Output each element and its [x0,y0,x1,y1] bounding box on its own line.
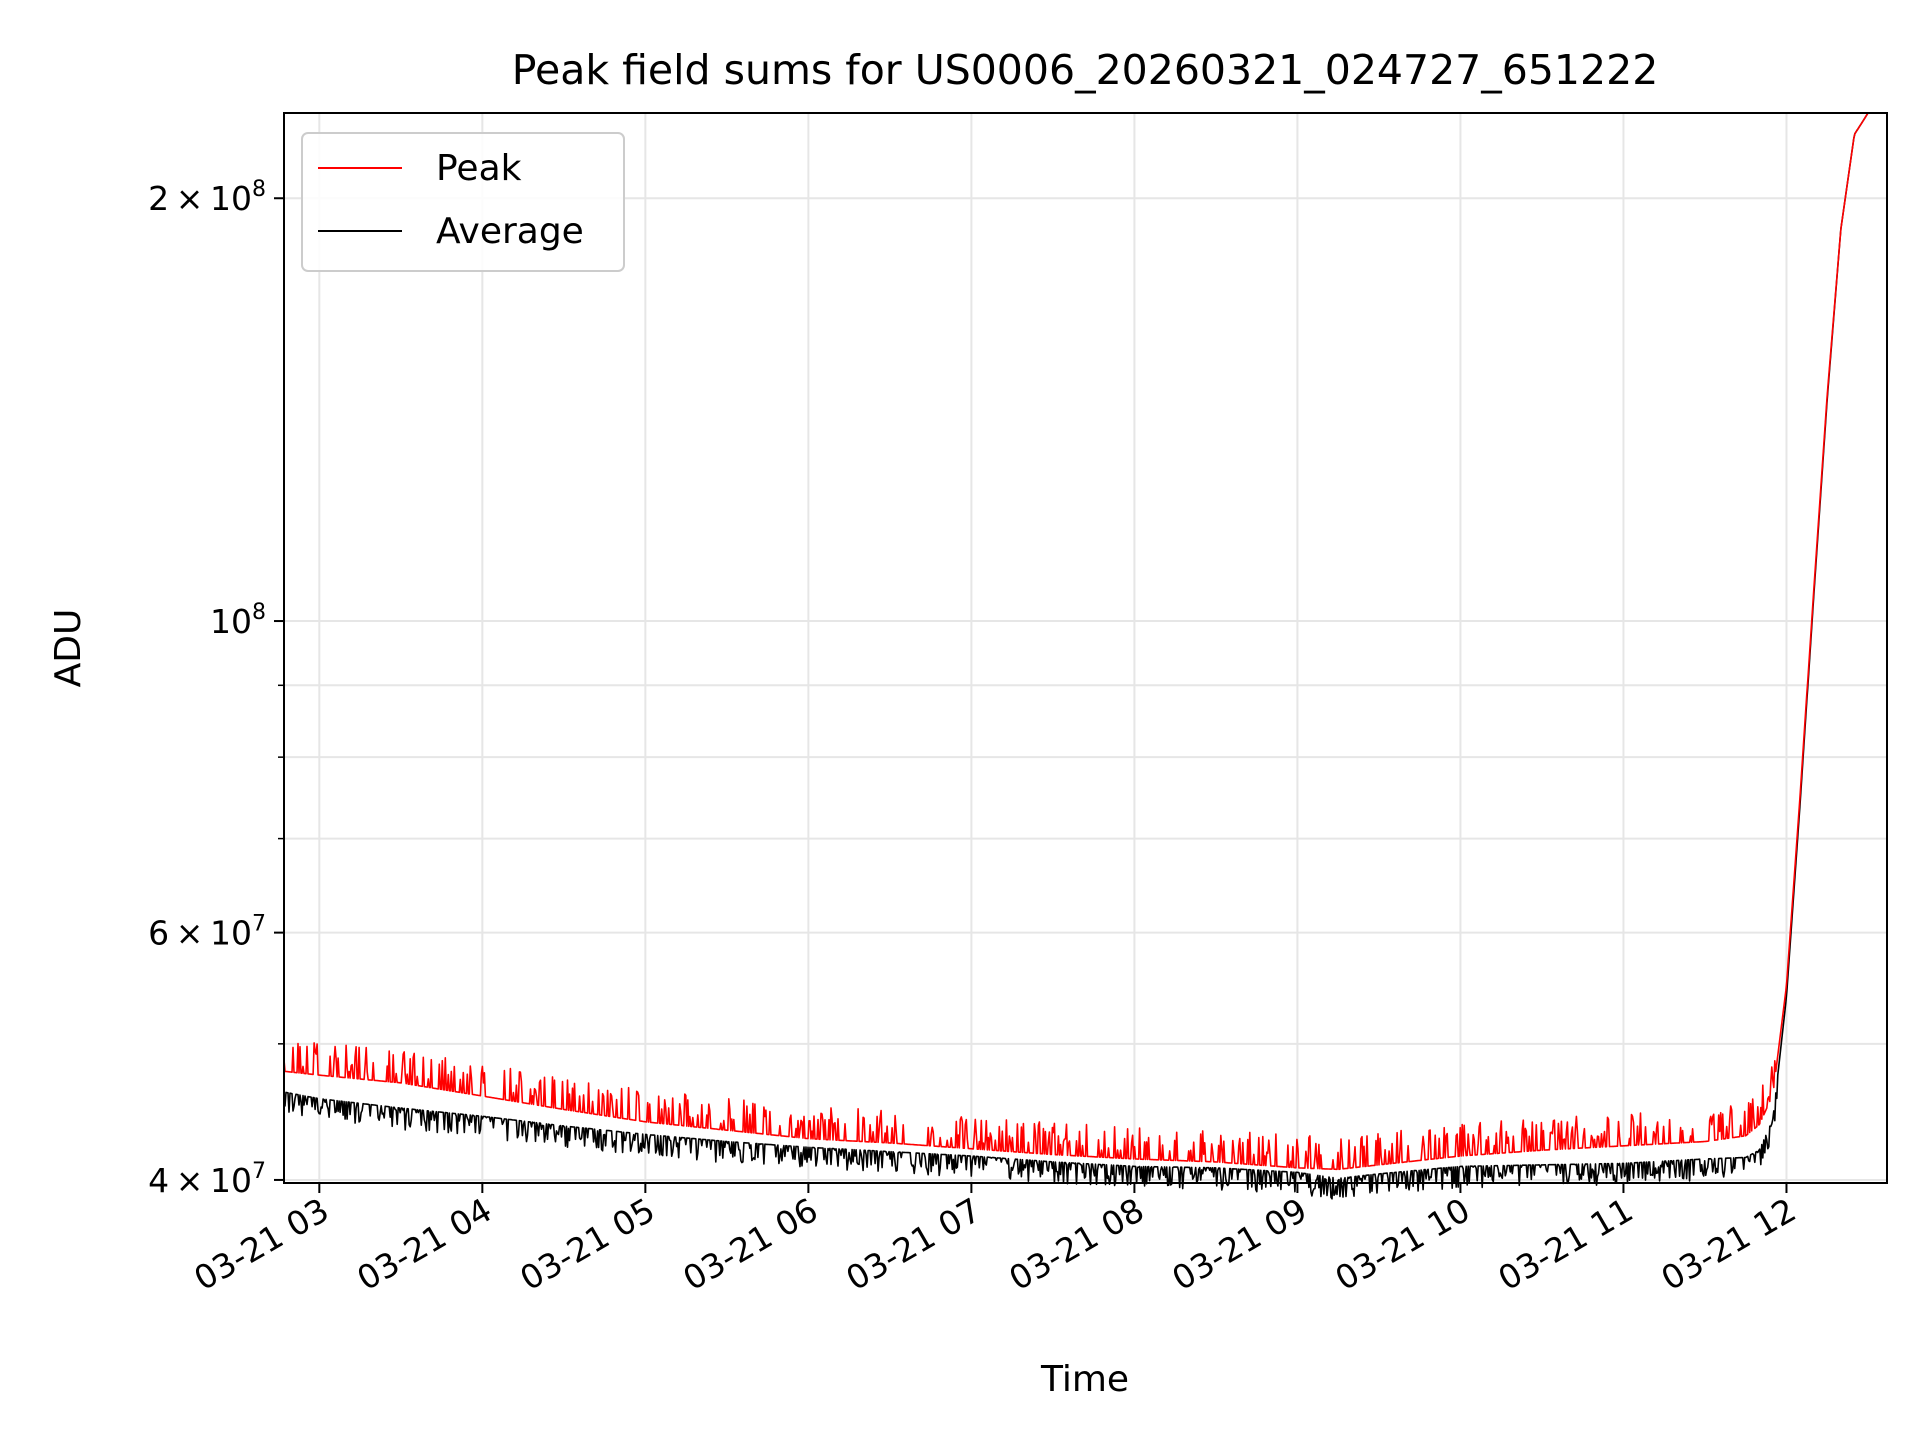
y-tick-label: 4 × 107 [148,1159,266,1200]
plot-frame [283,112,1888,1184]
chart-title: Peak field sums for US0006_20260321_0247… [512,46,1659,94]
series-line-average [283,112,1887,1200]
y-tick-label: 2 × 108 [148,177,266,218]
y-tick-label: 6 × 107 [148,912,266,953]
y-axis-label: ADU [48,609,89,688]
legend-label-peak: Peak [436,148,522,189]
grid [284,113,1887,1183]
y-tick-label: 108 [210,600,266,641]
series-line-peak [283,112,1887,1171]
legend-label-average: Average [436,211,584,252]
x-axis-label: Time [1040,1359,1129,1400]
series-layer [283,112,1887,1200]
legend: Peak Average [301,132,625,272]
